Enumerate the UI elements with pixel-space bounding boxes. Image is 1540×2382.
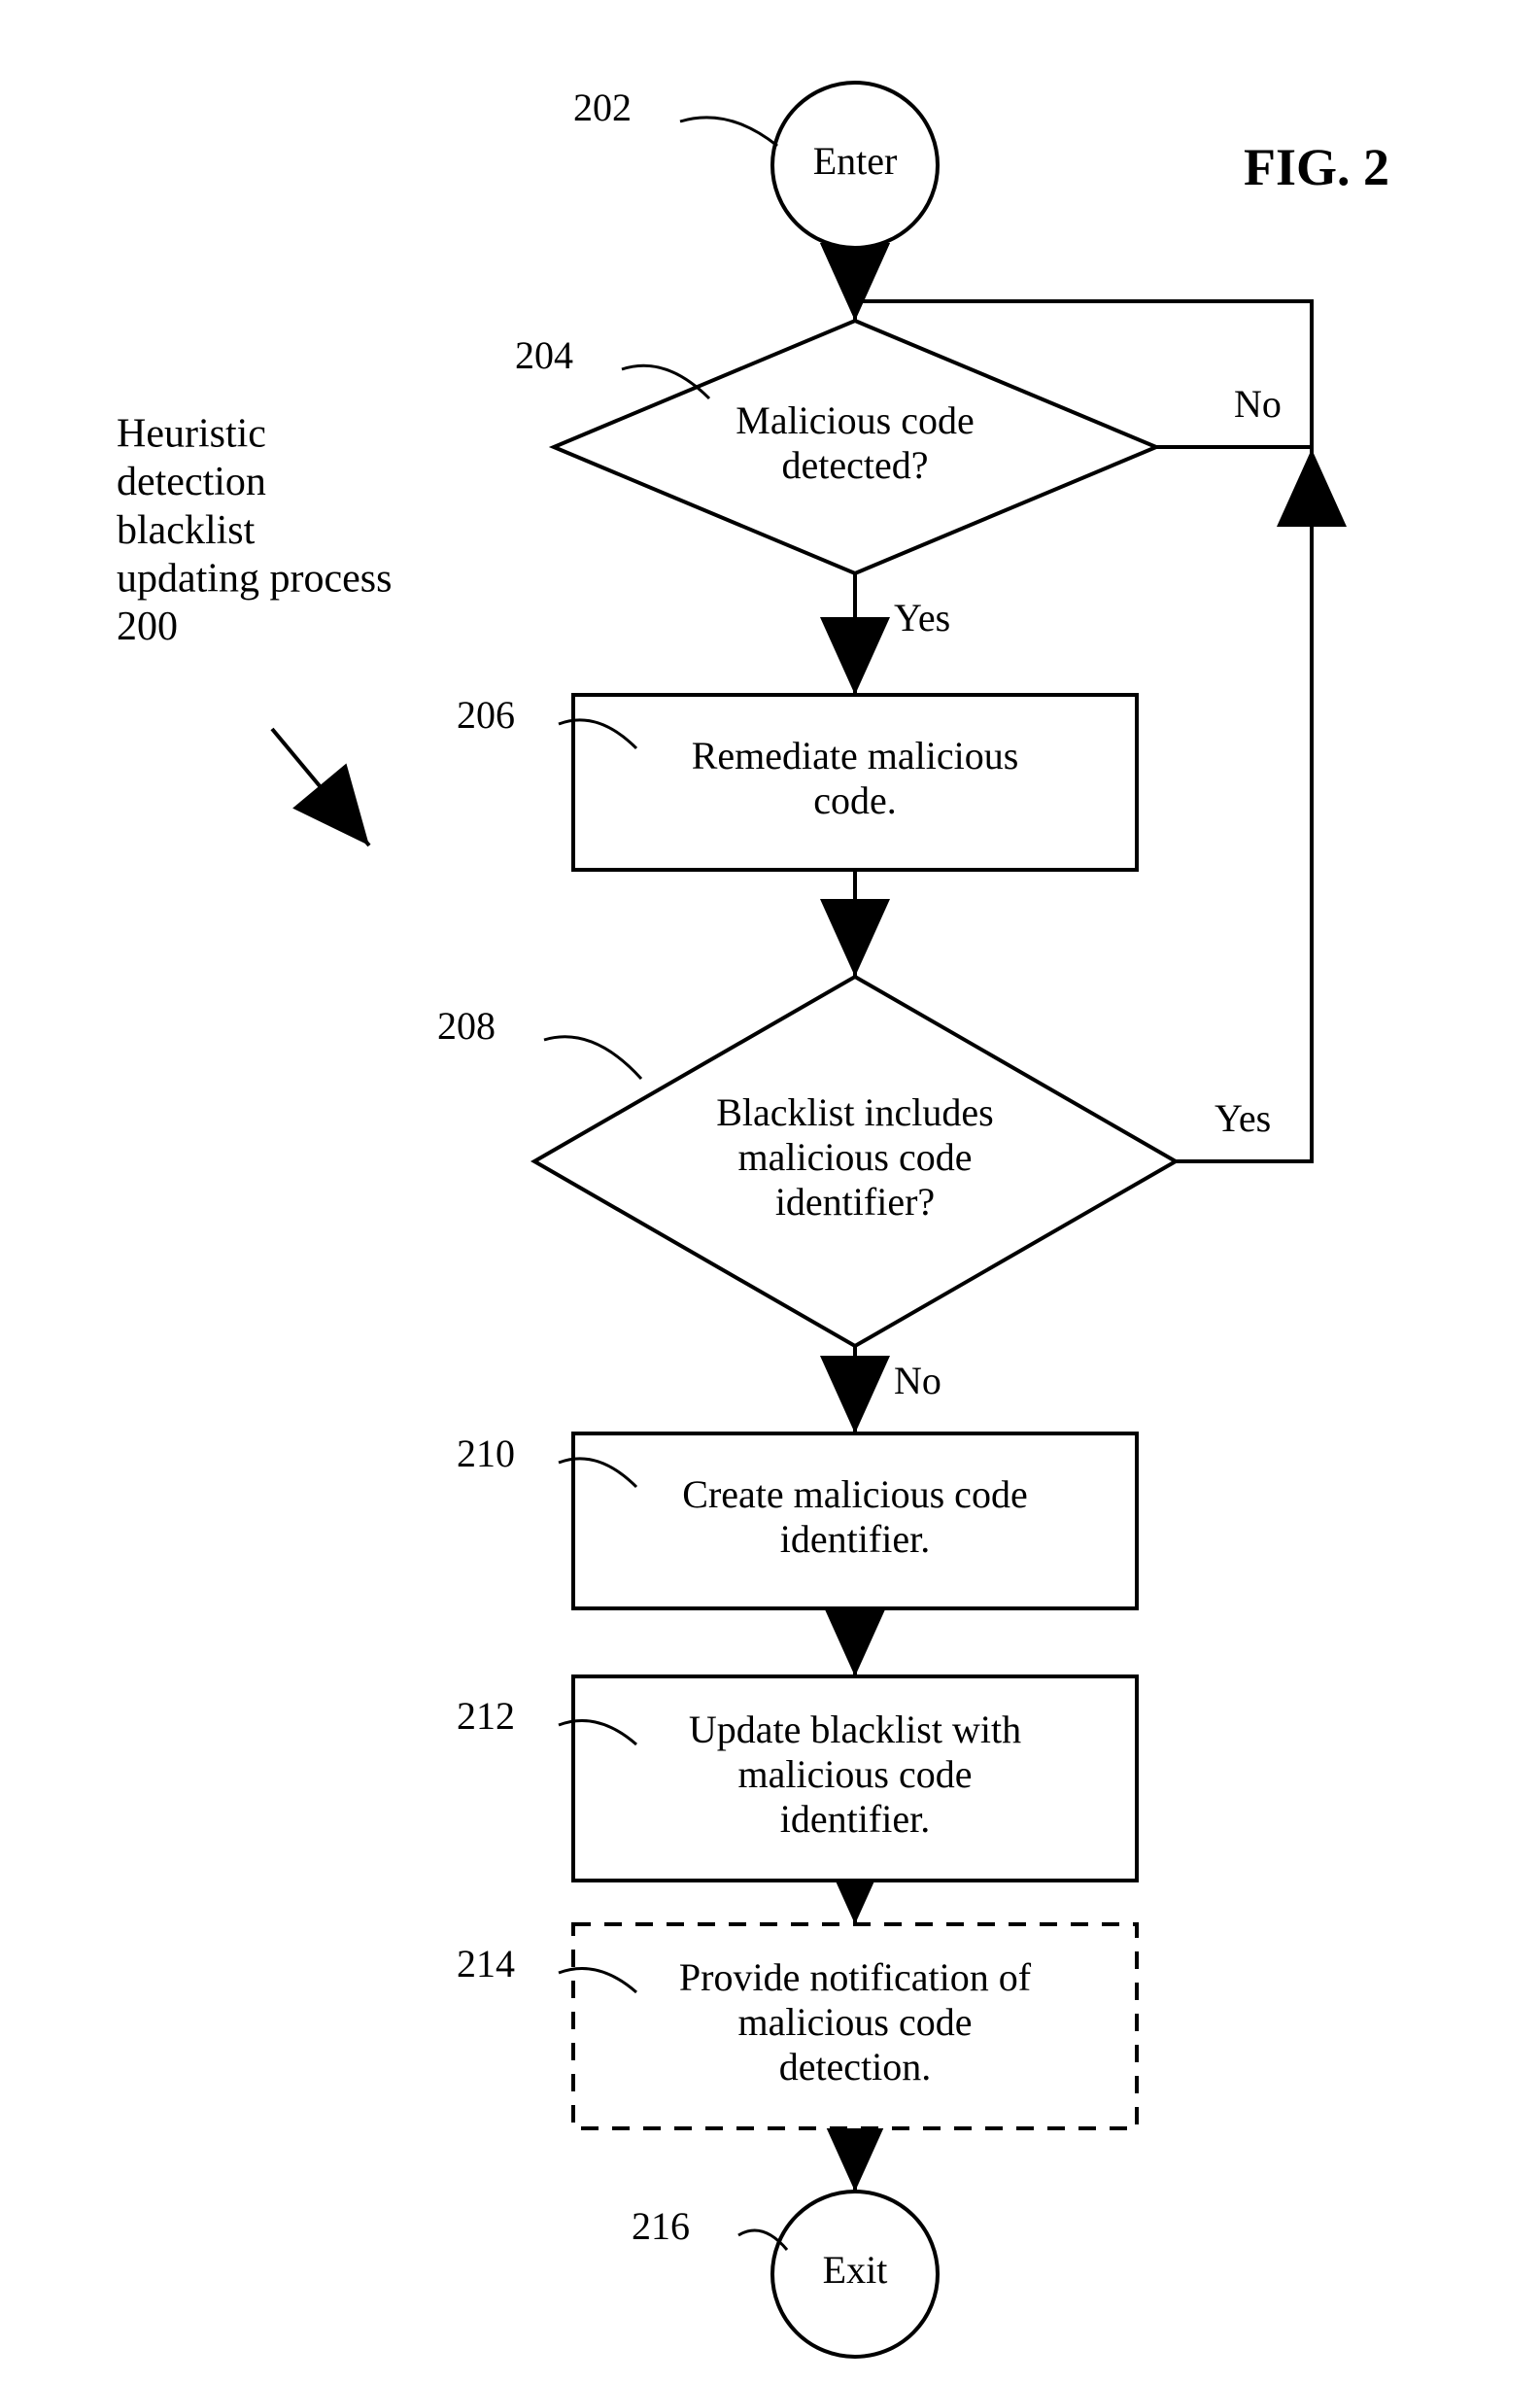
svg-text:identifier?: identifier? [775, 1180, 935, 1224]
node-remed: Remediate maliciouscode. [573, 695, 1137, 870]
ref-number-black: 208 [437, 1004, 496, 1048]
edge-e-black-yes-loop [1176, 449, 1312, 1161]
svg-text:detected?: detected? [782, 443, 929, 487]
figure-caption: Heuristicdetectionblacklistupdating proc… [117, 412, 392, 649]
svg-text:malicious code: malicious code [737, 1135, 972, 1179]
ref-number-enter: 202 [573, 86, 632, 129]
svg-text:200: 200 [117, 604, 178, 649]
svg-text:Enter: Enter [813, 139, 898, 183]
node-enter: Enter [772, 83, 938, 248]
svg-text:Heuristic: Heuristic [117, 412, 266, 457]
node-notify: Provide notification ofmalicious codedet… [573, 1924, 1137, 2128]
svg-text:Blacklist includes: Blacklist includes [716, 1090, 994, 1134]
edge-label: No [1234, 382, 1282, 426]
svg-text:Exit: Exit [823, 2248, 888, 2292]
svg-text:identifier.: identifier. [780, 1797, 930, 1841]
ref-number-exit: 216 [632, 2204, 690, 2248]
svg-text:code.: code. [813, 778, 897, 822]
ref-leader-black [544, 1037, 641, 1079]
figure-title: FIG. 2 [1244, 138, 1389, 196]
caption-arrow [272, 729, 369, 846]
node-update: Update blacklist withmalicious codeident… [573, 1676, 1137, 1881]
svg-text:Remediate malicious: Remediate malicious [692, 734, 1019, 777]
ref-leader-enter [680, 118, 777, 146]
node-detect: Malicious codedetected? [554, 321, 1156, 573]
edge-label: No [894, 1359, 941, 1402]
svg-text:Malicious code: Malicious code [736, 398, 975, 442]
ref-number-detect: 204 [515, 333, 573, 377]
ref-number-remed: 206 [457, 693, 515, 737]
svg-text:detection: detection [117, 460, 266, 504]
svg-text:updating process: updating process [117, 556, 392, 601]
svg-text:Create malicious code: Create malicious code [682, 1472, 1027, 1516]
node-create: Create malicious codeidentifier. [573, 1433, 1137, 1608]
svg-text:Provide notification of: Provide notification of [679, 1955, 1032, 1999]
node-exit: Exit [772, 2192, 938, 2357]
edge-label: Yes [894, 596, 950, 639]
ref-number-notify: 214 [457, 1942, 515, 1985]
node-black: Blacklist includesmalicious codeidentifi… [534, 977, 1176, 1346]
svg-text:blacklist: blacklist [117, 508, 256, 553]
flowchart-canvas: FIG. 2 Heuristicdetectionblacklistupdati… [0, 0, 1540, 2382]
svg-text:Update blacklist with: Update blacklist with [689, 1708, 1021, 1751]
svg-text:malicious code: malicious code [737, 2000, 972, 2044]
svg-text:identifier.: identifier. [780, 1517, 930, 1561]
svg-text:malicious code: malicious code [737, 1752, 972, 1796]
ref-number-create: 210 [457, 1432, 515, 1475]
svg-text:detection.: detection. [779, 2045, 932, 2089]
edge-label: Yes [1215, 1096, 1271, 1140]
nodes: Enter Malicious codedetected? Remediate ma… [534, 83, 1176, 2357]
ref-number-update: 212 [457, 1694, 515, 1738]
